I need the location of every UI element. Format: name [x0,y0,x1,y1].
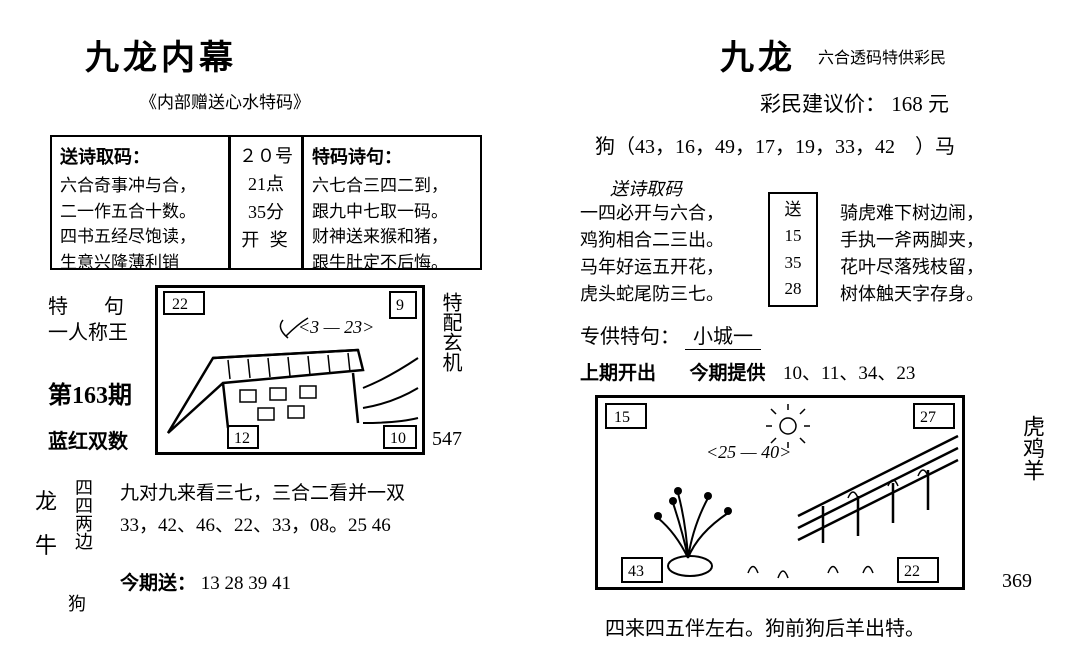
left-line3-label: 今期送： [120,573,196,594]
rpic-n15: 15 [614,409,630,426]
left-line2: 33，42、46、22、33，08。25 46 [120,510,391,537]
left-title: 九龙内幕 [85,30,237,79]
right-row1: 狗（43，16，49，17，19，33，42 ）马 [595,130,955,159]
box-0: 15 [770,223,816,249]
left-diagram: 22 9 12 10 <3 — 23> [155,285,425,455]
rpic-n22: 22 [904,563,920,580]
rpic-range: <25 — 40> [706,442,791,462]
boxhead: 送 [770,197,816,223]
pic-n9: 9 [396,297,404,314]
left-poem2-box: 特码诗句： 六七合三四二到， 跟九中七取一码。 财神送来猴和猪， 跟牛肚定不后悔… [302,135,482,270]
left-side-a: 特 句 [48,290,132,319]
left-side-c: 蓝红双数 [48,425,128,454]
poem1-head: 送诗取码： [60,143,220,169]
poem2: 六七合三四二到， 跟九中七取一码。 财神送来猴和猪， 跟牛肚定不后悔。 [312,173,472,275]
price-label: 彩民建议价： [760,92,886,116]
left-poem1-box: 送诗取码： 六合奇事冲与合， 二一作五合十数。 四书五经尽饱读， 生意兴隆薄利销 [50,135,230,270]
right-side-num: 369 [1002,570,1032,593]
prov-nums: 10、11、34、23 [783,363,915,384]
right-bottom: 四来四五伴左右。狗前狗后羊出特。 [605,612,925,641]
left-draw-box: ２０号 21点 35分 开 奖 [229,135,303,270]
left-col44: 四四两边 [70,478,96,578]
right-poem2: 骑虎难下树边闹， 手执一斧两脚夹， 花叶尽落残枝留， 树体触天字存身。 [840,200,984,308]
rpic-n27: 27 [920,409,936,426]
left-corner: 龙 牛 [35,480,57,568]
pic-n12: 12 [234,430,250,447]
right-side: 虎鸡羊 [1010,415,1054,555]
draw-c: 35分 [239,199,293,227]
draw-b: 21点 [239,171,293,199]
left-side-b: 一人称王 [48,316,128,345]
pic-n10: 10 [390,430,406,447]
right-diagram: 15 27 43 22 <25 — 40> [595,395,965,590]
left-line3-nums: 13 28 39 41 [201,573,291,594]
pic-n22: 22 [172,296,188,313]
draw-a: ２０号 [239,143,293,171]
left-subtitle: 《内部赠送心水特码》 [100,88,350,113]
left-side2-num: 547 [432,428,462,451]
rpic-n43: 43 [628,563,644,580]
right-title: 九龙 [720,30,796,79]
prov-a: 上期开出 [580,363,656,384]
left-line1: 九对九来看三七，三合二看并一双 [120,478,405,505]
left-issue: 第163期 [48,375,132,410]
special-label: 专供特句： [580,326,680,348]
left-side2: 特配玄机 [436,292,465,412]
poem1: 六合奇事冲与合， 二一作五合十数。 四书五经尽饱读， 生意兴隆薄利销 [60,173,220,275]
box-1: 35 [770,250,816,276]
pic-range: <3 — 23> [298,317,374,337]
box-2: 28 [770,276,816,302]
left-gou: 狗 [68,590,86,616]
draw-d: 开 奖 [239,227,293,255]
prov-b: 今期提供 [690,363,766,384]
right-poem1-head: 送诗取码 [610,175,682,201]
right-numbox: 送 15 35 28 [768,192,818,307]
right-poem1: 一四必开与六合， 鸡狗相合二三出。 马年好运五开花， 虎头蛇尾防三七。 [580,200,724,308]
right-tag: 六合透码特供彩民 [818,44,946,68]
price: 168 元 [891,92,949,116]
poem2-head: 特码诗句： [312,143,472,169]
special: 小城一 [685,326,761,350]
